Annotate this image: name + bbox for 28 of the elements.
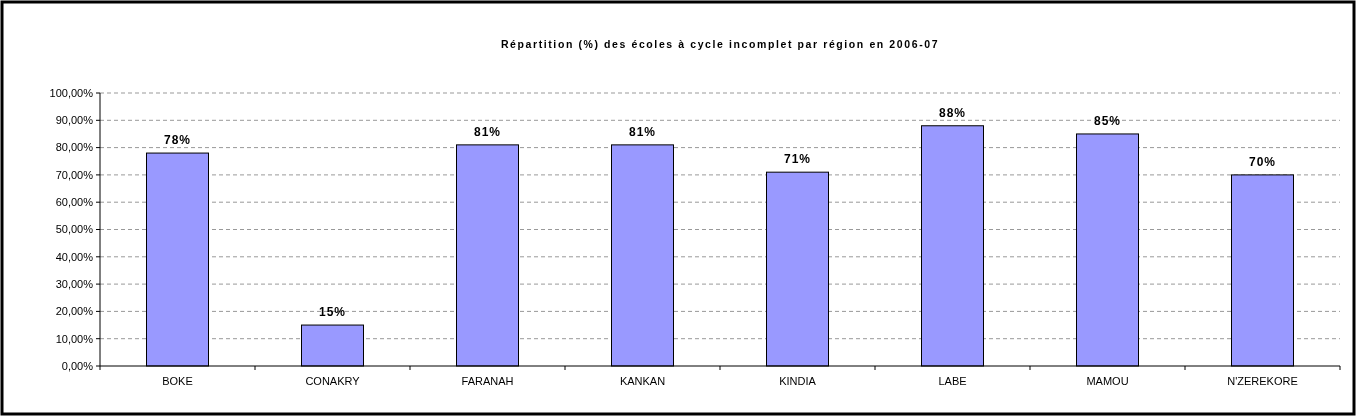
- x-tick-label: KINDIA: [779, 375, 817, 387]
- x-tick-label: LABE: [938, 375, 967, 387]
- data-label: 15%: [318, 305, 347, 320]
- data-label: 71%: [783, 152, 812, 167]
- y-tick-label: 50,00%: [55, 223, 94, 236]
- y-tick-label: 70,00%: [55, 168, 94, 181]
- y-tick-label: 20,00%: [55, 305, 94, 318]
- y-tick-label: 90,00%: [55, 114, 94, 127]
- chart-title: Répartition (%) des écoles à cycle incomplet par région en 2006-07: [500, 38, 940, 50]
- y-tick-label: 0,00%: [61, 359, 94, 372]
- y-tick-label: 40,00%: [55, 250, 94, 263]
- x-tick-label: BOKE: [162, 375, 193, 387]
- y-tick-label: 60,00%: [55, 196, 94, 209]
- y-tick-label: 10,00%: [55, 332, 94, 345]
- data-label: 78%: [163, 133, 192, 148]
- data-label: 81%: [473, 124, 502, 139]
- data-label: 88%: [938, 105, 967, 120]
- x-tick-label: FARANAH: [461, 375, 514, 387]
- y-tick-label: 80,00%: [55, 141, 94, 154]
- data-label: 81%: [628, 124, 657, 139]
- x-tick-label: N'ZEREKORE: [1227, 375, 1298, 387]
- data-label: 85%: [1093, 113, 1122, 128]
- x-tick-label: MAMOU: [1086, 375, 1129, 387]
- y-tick-label: 30,00%: [55, 277, 94, 290]
- y-tick-label: 100,00%: [49, 86, 94, 99]
- x-tick-label: CONAKRY: [305, 375, 361, 387]
- x-tick-label: KANKAN: [619, 375, 666, 387]
- data-label: 70%: [1248, 154, 1277, 169]
